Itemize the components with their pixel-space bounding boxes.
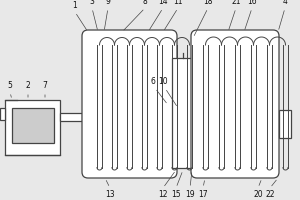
Text: 9: 9: [106, 0, 110, 6]
Text: 22: 22: [265, 190, 275, 199]
Text: 10: 10: [158, 77, 168, 86]
Text: 13: 13: [105, 190, 115, 199]
Bar: [60, 113, 82, 121]
Text: 20: 20: [253, 190, 263, 199]
Text: 21: 21: [231, 0, 241, 6]
Text: 15: 15: [171, 190, 181, 199]
Text: 5: 5: [8, 81, 12, 90]
Text: 2: 2: [26, 81, 30, 90]
Bar: [279, 110, 291, 138]
Text: 17: 17: [198, 190, 208, 199]
Bar: [172, 58, 194, 168]
FancyBboxPatch shape: [82, 30, 177, 178]
Text: 12: 12: [158, 190, 168, 199]
Text: 19: 19: [185, 190, 195, 199]
Text: 14: 14: [158, 0, 168, 6]
Text: 8: 8: [142, 0, 147, 6]
Text: 3: 3: [90, 0, 94, 6]
Text: 16: 16: [247, 0, 257, 6]
Text: 7: 7: [43, 81, 47, 90]
Text: 11: 11: [173, 0, 183, 6]
Text: 1: 1: [73, 1, 77, 10]
Text: 18: 18: [203, 0, 213, 6]
Bar: [5, 100, 60, 155]
Bar: [12, 108, 54, 143]
Text: 4: 4: [283, 0, 287, 6]
Bar: [0, 108, 5, 120]
FancyBboxPatch shape: [191, 30, 279, 178]
Text: 6: 6: [151, 77, 155, 86]
